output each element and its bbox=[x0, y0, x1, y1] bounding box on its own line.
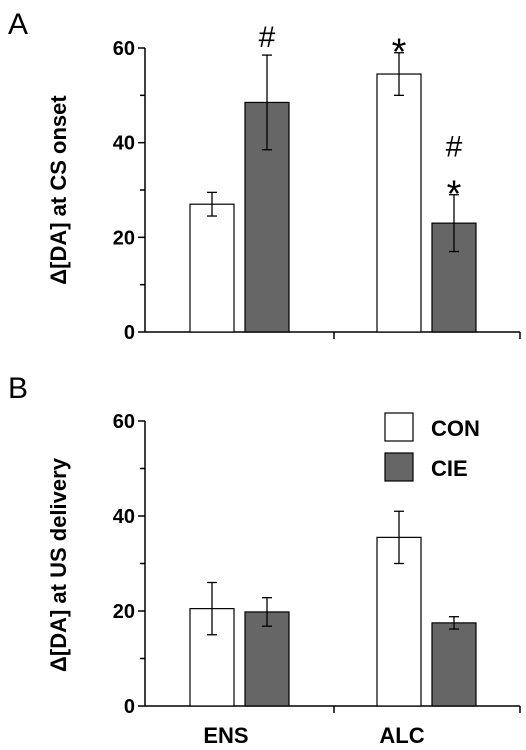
panel-b-letter: B bbox=[8, 372, 28, 405]
panel-b-y-tick-label: 40 bbox=[113, 506, 135, 528]
panel-b-bar-con-alc bbox=[376, 536, 422, 707]
panel-b-bar-cie-ens bbox=[244, 611, 290, 707]
panel-a-y-tick-label: 60 bbox=[113, 38, 135, 60]
panel-a-letter: A bbox=[8, 8, 28, 41]
panel-a-y-axis-label: Δ[DA] at CS onset bbox=[46, 95, 71, 285]
panel-a-y-tick-label: 0 bbox=[124, 322, 135, 344]
panel-b-y-axis-label: Δ[DA] at US delivery bbox=[46, 457, 71, 672]
panel-a-bar-con-ens bbox=[189, 203, 235, 333]
panel-b-y-tick-label: 60 bbox=[113, 411, 135, 433]
legend-swatch-cie bbox=[384, 452, 414, 482]
panel-b-category-label-ens: ENS bbox=[203, 723, 248, 748]
panel-a-significance-hash: # bbox=[259, 21, 276, 54]
panel-a-y-tick-label: 40 bbox=[113, 133, 135, 155]
panel-b-y-tick-label: 20 bbox=[113, 601, 135, 623]
legend-label-cie: CIE bbox=[431, 456, 468, 481]
panel-a-bar-con-alc bbox=[376, 73, 422, 333]
legend-label-con: CON bbox=[431, 416, 480, 441]
panel-a-y-tick-label: 20 bbox=[113, 227, 135, 249]
panel-b-chart: B Δ[DA] at US delivery 0 20 40 60 ENS ALC CON C… bbox=[8, 372, 521, 748]
panel-b-category-label-alc: ALC bbox=[379, 723, 424, 748]
panel-b-bar-cie-alc bbox=[431, 622, 477, 707]
panel-b-y-tick-label: 0 bbox=[124, 696, 135, 718]
panel-a-chart: A Δ[DA] at CS onset 0 20 40 60 * # * # bbox=[8, 8, 521, 344]
panel-a-significance-star: * bbox=[392, 32, 407, 74]
panel-a-significance-hash: # bbox=[446, 131, 463, 164]
legend-swatch-con bbox=[384, 412, 414, 442]
panel-a-significance-star: * bbox=[447, 174, 462, 216]
